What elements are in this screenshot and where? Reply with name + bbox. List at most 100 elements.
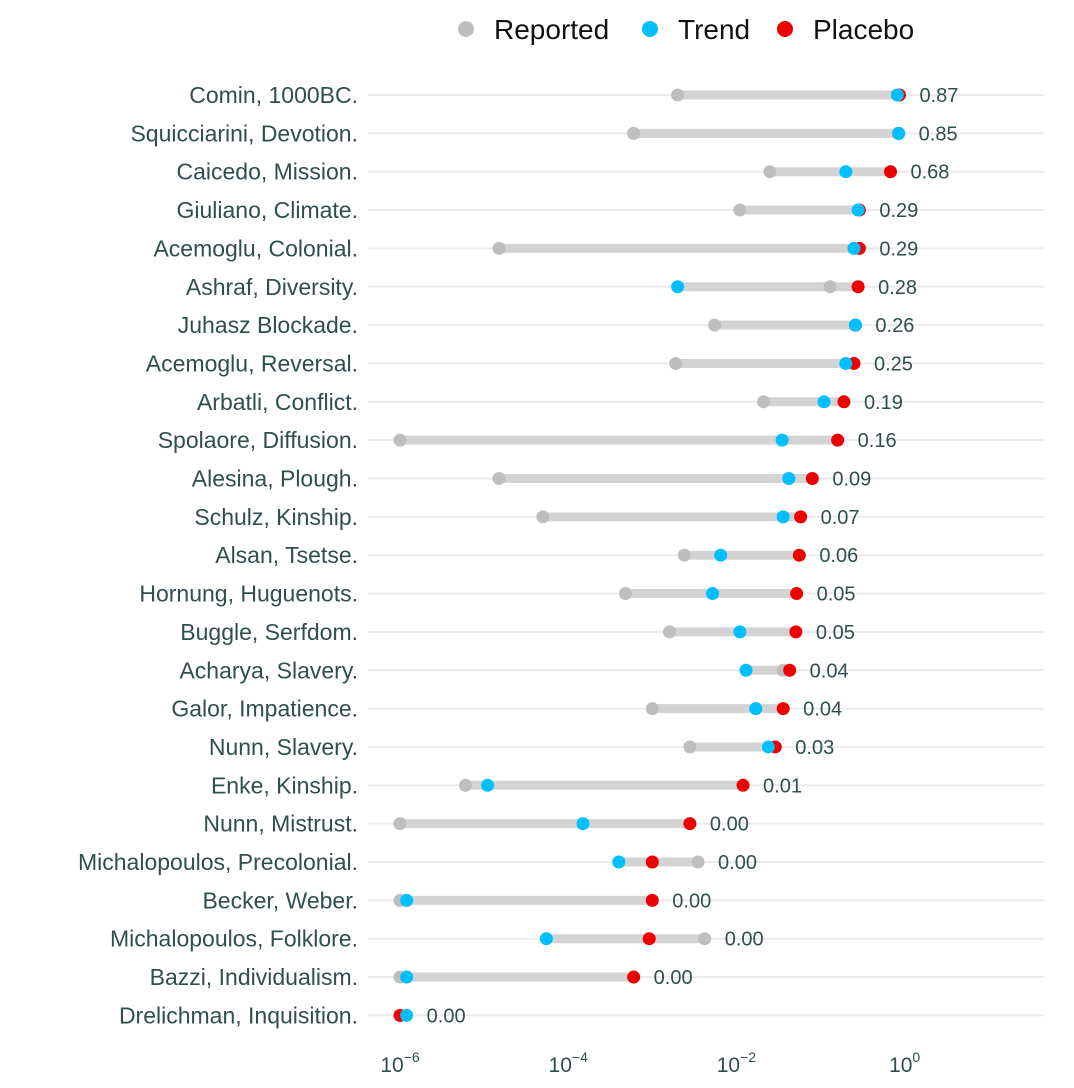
y-tick-label: Alesina, Plough. <box>192 466 358 492</box>
placebo-point <box>884 165 898 179</box>
value-label: 0.00 <box>710 814 749 836</box>
value-label: 0.28 <box>878 277 917 299</box>
y-tick-label: Comin, 1000BC. <box>189 82 358 108</box>
reported-point <box>756 395 770 409</box>
trend-point <box>400 1008 414 1022</box>
trend-point <box>847 241 861 255</box>
y-tick-label: Acemoglu, Reversal. <box>146 350 358 376</box>
placebo-point <box>776 702 790 716</box>
trend-point <box>400 970 414 984</box>
placebo-point <box>683 817 697 831</box>
placebo-point <box>792 548 806 562</box>
trend-legend-label: Trend <box>678 14 750 45</box>
trend-point <box>749 702 763 716</box>
reported-point <box>669 356 683 370</box>
value-label: 0.16 <box>858 430 897 452</box>
reported-point <box>492 241 506 255</box>
trend-point <box>782 472 796 485</box>
trend-point <box>400 893 414 907</box>
reported-point <box>645 702 659 716</box>
x-axis-ticks: 10−6 10−4 10−2 100 <box>380 1049 920 1077</box>
y-tick-label: Bazzi, Individualism. <box>150 964 358 990</box>
reported-point <box>677 548 691 562</box>
value-label: 0.00 <box>725 929 764 951</box>
placebo-point <box>805 472 819 485</box>
trend-point <box>892 126 906 140</box>
value-label: 0.03 <box>795 737 834 759</box>
value-label: 0.07 <box>821 507 860 529</box>
value-label: 0.19 <box>864 392 903 414</box>
trend-point <box>890 88 904 102</box>
y-tick-label: Nunn, Mistrust. <box>203 811 358 837</box>
segment-layer <box>400 90 900 1020</box>
placebo-legend-label: Placebo <box>813 14 914 45</box>
legend: Reported Trend Placebo <box>458 14 914 45</box>
reported-point <box>683 740 697 754</box>
reported-point <box>763 165 777 179</box>
label-layer: 0.87 0.85 0.68 0.29 0.29 0.28 0.26 0.25 0.19 0.16… <box>427 85 959 1027</box>
y-axis-ticks: Comin, 1000BC. Squicciarini, Devotion. Cai… <box>78 82 358 1028</box>
trend-point <box>539 932 553 946</box>
value-label: 0.68 <box>911 162 950 184</box>
trend-point <box>576 817 590 831</box>
trend-point <box>714 548 728 562</box>
trend-point <box>612 855 626 869</box>
placebo-point <box>789 625 803 639</box>
y-tick-label: Galor, Impatience. <box>171 696 358 722</box>
placebo-point <box>627 970 641 984</box>
y-tick-label: Ashraf, Diversity. <box>186 274 358 300</box>
reported-point <box>618 587 632 601</box>
placebo-point <box>645 855 659 869</box>
value-label: 0.00 <box>427 1005 466 1027</box>
reported-point <box>733 203 747 217</box>
y-tick-label: Acemoglu, Colonial. <box>153 235 358 261</box>
trend-point <box>848 318 862 332</box>
y-tick-label: Caicedo, Mission. <box>176 159 358 185</box>
placebo-point <box>645 893 659 907</box>
trend-point <box>761 740 775 754</box>
value-label: 0.29 <box>879 200 918 222</box>
y-tick-label: Juhasz Blockade. <box>178 312 358 338</box>
y-tick-label: Buggle, Serfdom. <box>180 619 358 645</box>
reported-point <box>823 280 837 294</box>
trend-point <box>733 625 747 639</box>
y-tick-label: Becker, Weber. <box>202 887 358 913</box>
reported-point <box>662 625 676 639</box>
reported-point <box>698 932 712 946</box>
y-tick-label: Enke, Kinship. <box>211 772 358 798</box>
y-tick-label: Michalopoulos, Folklore. <box>110 926 358 952</box>
reported-point <box>393 433 407 447</box>
value-label: 0.01 <box>763 775 802 797</box>
trend-point <box>839 356 853 370</box>
value-label: 0.00 <box>672 890 711 912</box>
value-label: 0.05 <box>816 622 855 644</box>
placebo-point <box>783 663 797 677</box>
trend-point <box>851 203 865 217</box>
trend-point <box>481 778 495 792</box>
placebo-point <box>736 778 750 792</box>
placebo-point <box>642 932 656 946</box>
value-label: 0.00 <box>654 967 693 989</box>
trend-point <box>775 433 789 447</box>
reported-point <box>536 510 550 524</box>
placebo-point <box>794 510 808 524</box>
reported-legend-marker <box>458 21 474 37</box>
reported-point <box>627 126 641 140</box>
value-label: 0.87 <box>920 85 959 107</box>
y-tick-label: Alsan, Tsetse. <box>215 542 358 568</box>
reported-legend-label: Reported <box>494 14 609 45</box>
point-layer <box>393 88 907 1022</box>
y-tick-label: Squicciarini, Devotion. <box>130 120 358 146</box>
value-label: 0.26 <box>875 315 914 337</box>
trend-point <box>817 395 831 409</box>
value-label: 0.25 <box>874 353 913 375</box>
value-label: 0.06 <box>819 545 858 567</box>
placebo-point <box>851 280 865 294</box>
y-tick-label: Giuliano, Climate. <box>176 197 358 223</box>
reported-point <box>708 318 722 332</box>
x-tick-label: 10−4 <box>549 1049 589 1077</box>
reported-point <box>393 817 407 831</box>
value-label: 0.09 <box>832 469 871 491</box>
reported-point <box>671 88 685 102</box>
